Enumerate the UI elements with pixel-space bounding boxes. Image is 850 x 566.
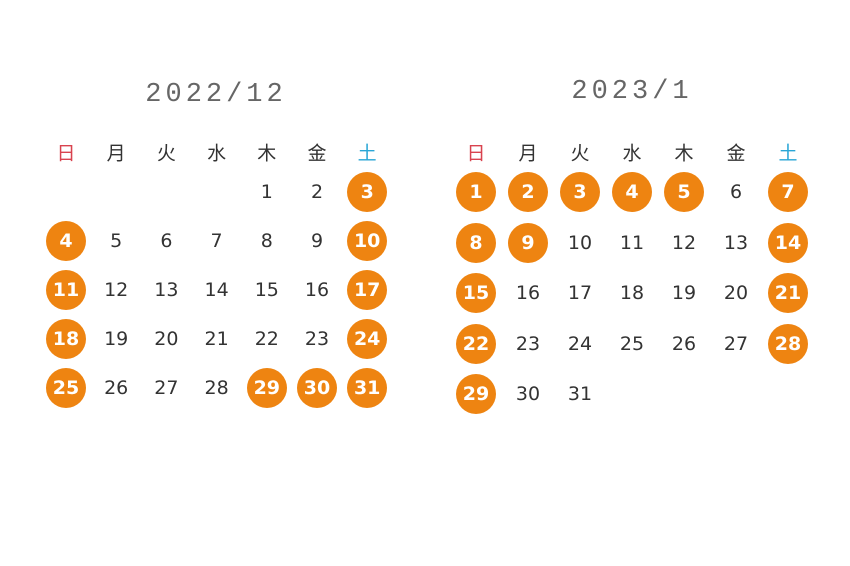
- day-cell: 19: [104, 328, 129, 350]
- day-cell: 21: [204, 328, 229, 350]
- day-cell: 16: [304, 279, 330, 301]
- day-cell: 12: [104, 279, 129, 301]
- day-cell-highlighted: 25: [46, 368, 86, 408]
- day-cell: 12: [671, 231, 697, 254]
- day-cell-highlighted: 31: [347, 368, 388, 408]
- day-cell: 23: [304, 328, 330, 350]
- day-cell: 30: [515, 383, 541, 405]
- day-cell: 24: [567, 332, 593, 355]
- day-cell-highlighted: 4: [46, 221, 86, 261]
- weekday-header: 火: [570, 142, 590, 165]
- day-cell-highlighted: 28: [768, 323, 808, 364]
- day-cell: 13: [154, 279, 179, 301]
- day-cell: 11: [619, 231, 645, 254]
- day-cell-highlighted: 4: [612, 172, 652, 212]
- day-cell-highlighted: 9: [508, 222, 548, 263]
- day-cell-highlighted: 10: [347, 221, 388, 261]
- day-cell: 6: [729, 181, 743, 203]
- day-cell: 28: [204, 377, 229, 399]
- weekday-header: 日: [56, 142, 76, 165]
- day-cell: 22: [254, 328, 279, 350]
- day-cell: 14: [204, 279, 229, 301]
- day-cell: 5: [110, 230, 123, 252]
- day-cell: 20: [154, 328, 179, 350]
- day-cell: 27: [154, 377, 179, 399]
- day-cell: 10: [567, 231, 593, 254]
- day-cell: 20: [723, 282, 749, 304]
- day-cell-highlighted: 8: [456, 222, 496, 263]
- day-cell: 13: [723, 231, 749, 254]
- day-cell: 17: [567, 282, 593, 304]
- day-cell: 26: [671, 332, 697, 355]
- day-cell: 7: [210, 230, 223, 252]
- day-cell: 1: [260, 181, 273, 203]
- day-cell: 2: [310, 181, 324, 203]
- day-cell-highlighted: 11: [46, 270, 86, 310]
- weekday-header: 火: [156, 142, 176, 165]
- day-cell-highlighted: 18: [46, 319, 86, 359]
- day-cell-highlighted: 14: [768, 222, 808, 263]
- day-cell-highlighted: 15: [456, 273, 496, 313]
- day-cell-highlighted: 24: [347, 319, 388, 359]
- day-cell-highlighted: 2: [508, 172, 548, 212]
- day-cell-highlighted: 22: [456, 323, 496, 364]
- weekday-header: 金: [726, 142, 746, 165]
- day-cell-highlighted: 30: [297, 368, 337, 408]
- day-cell: 26: [104, 377, 129, 399]
- weekday-header: 木: [674, 142, 694, 165]
- month-title: 2022/12: [145, 80, 287, 110]
- day-cell: 16: [515, 282, 541, 304]
- day-cell: 31: [567, 383, 593, 405]
- day-cell: 15: [254, 279, 279, 301]
- weekday-header: 水: [622, 142, 642, 165]
- day-cell-highlighted: 7: [768, 172, 808, 212]
- weekday-header: 金: [307, 142, 327, 165]
- day-cell-highlighted: 29: [246, 368, 287, 408]
- weekday-header: 日: [466, 142, 486, 165]
- day-cell: 6: [160, 230, 173, 252]
- weekday-header: 土: [778, 142, 798, 165]
- day-cell-highlighted: 3: [347, 172, 388, 212]
- day-cell: 8: [260, 230, 273, 252]
- day-cell-highlighted: 5: [664, 172, 704, 212]
- day-cell: 23: [515, 332, 541, 355]
- day-cell-highlighted: 17: [347, 270, 388, 310]
- day-cell-highlighted: 1: [456, 172, 496, 212]
- weekday-header: 木: [257, 142, 277, 165]
- day-cell: 25: [619, 332, 645, 355]
- day-cell: 19: [671, 282, 697, 304]
- weekday-header: 水: [207, 142, 227, 165]
- weekday-header: 土: [357, 142, 377, 165]
- month-title: 2023/1: [571, 77, 693, 107]
- day-cell-highlighted: 21: [768, 273, 808, 313]
- day-cell-highlighted: 3: [560, 172, 600, 212]
- weekday-header: 月: [518, 142, 538, 165]
- day-cell: 9: [310, 230, 324, 252]
- day-cell: 27: [723, 332, 749, 355]
- day-cell-highlighted: 29: [456, 374, 496, 414]
- day-cell: 18: [619, 282, 645, 304]
- weekday-header: 月: [106, 142, 126, 165]
